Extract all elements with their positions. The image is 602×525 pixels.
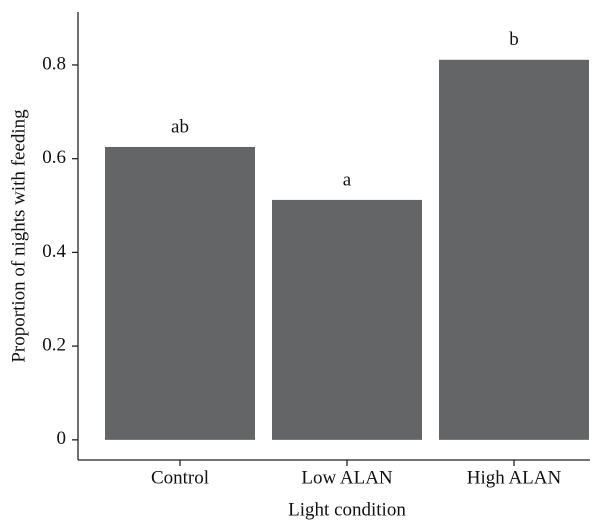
y-tick-label: 0.2	[42, 334, 66, 355]
annotation: a	[343, 169, 352, 190]
y-axis-label: Proportion of nights with feeding	[8, 109, 29, 363]
bar	[105, 146, 255, 440]
bar	[272, 199, 422, 440]
annotation: ab	[171, 116, 189, 137]
x-axis-label: Light condition	[288, 499, 406, 520]
y-tick-label: 0	[57, 428, 67, 449]
y-tick-label: 0.8	[42, 53, 66, 74]
x-tick-label: Low ALAN	[301, 467, 393, 488]
y-tick-label: 0.4	[42, 241, 66, 262]
y-tick-label: 0.6	[42, 147, 66, 168]
bar	[439, 59, 589, 440]
x-tick-label: Control	[151, 467, 209, 488]
x-tick-label: High ALAN	[467, 467, 562, 488]
annotation: b	[509, 29, 519, 50]
